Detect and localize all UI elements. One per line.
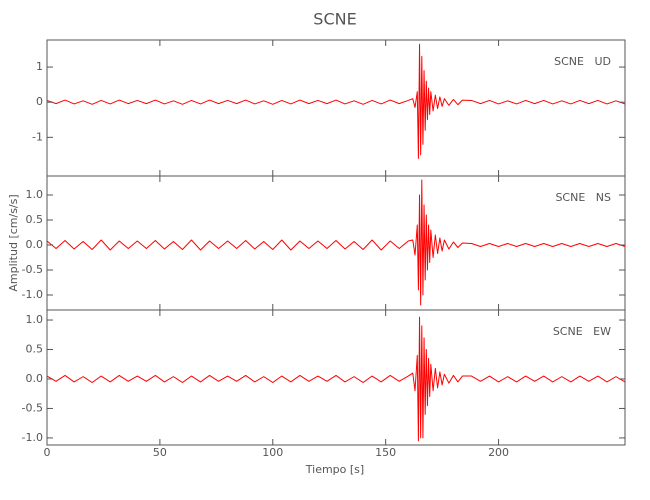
- x-tick-label: 100: [262, 446, 283, 459]
- x-axis-label: Tiempo [s]: [305, 463, 364, 476]
- y-tick-label: -1.0: [22, 431, 43, 444]
- y-tick-label: 0: [36, 95, 43, 108]
- x-tick-label: 0: [44, 446, 51, 459]
- component-label: SCNE EW: [553, 325, 611, 338]
- waveform: [46, 43, 626, 159]
- y-tick-label: 0.0: [26, 372, 44, 385]
- x-tick-label: 50: [153, 446, 167, 459]
- panel-frame: [46, 39, 626, 177]
- panel-frame: [46, 309, 626, 446]
- y-tick-label: 1.0: [26, 313, 44, 326]
- y-tick-label: 0.5: [26, 213, 44, 226]
- y-tick-label: 0.0: [26, 238, 44, 251]
- y-tick-label: -1.0: [22, 288, 43, 301]
- y-tick-label: 1: [36, 60, 43, 73]
- chart-title: SCNE: [313, 10, 356, 29]
- y-tick-label: -1: [32, 130, 43, 143]
- y-tick-label: -0.5: [22, 263, 43, 276]
- y-tick-label: 0.5: [26, 342, 44, 355]
- waveform: [46, 316, 626, 442]
- y-tick-label: 1.0: [26, 188, 44, 201]
- component-label: SCNE NS: [555, 191, 611, 204]
- y-axis-label: Amplitud [cm/s/s]: [7, 194, 20, 291]
- waveform: [46, 179, 626, 306]
- y-tick-label: -0.5: [22, 401, 43, 414]
- component-label: SCNE UD: [554, 55, 611, 68]
- x-tick-label: 150: [375, 446, 396, 459]
- panel-frame: [46, 175, 626, 311]
- x-tick-label: 200: [488, 446, 509, 459]
